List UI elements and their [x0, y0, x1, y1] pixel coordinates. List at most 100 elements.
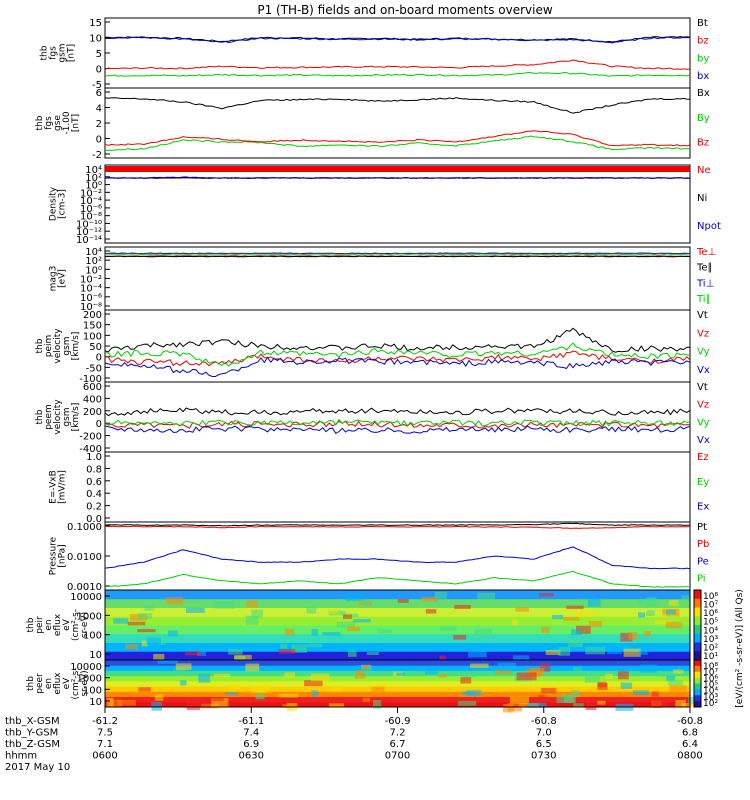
y-tick-label: 100 [83, 631, 102, 642]
y-tick-label: 600 [83, 382, 102, 393]
y-tick-label: 100 [83, 685, 102, 696]
legend-entry: Vt [697, 310, 708, 321]
y-axis-label: -1.00 [62, 111, 72, 135]
series-line-Vy [104, 418, 691, 427]
spectrum-patch [146, 637, 161, 645]
colorbar-tick-label: 10⁸ [703, 662, 718, 672]
time-axis: -61.27.57.10600-61.17.46.90630-60.97.26.… [5, 707, 703, 773]
spectrum-patch [361, 664, 371, 669]
spectrum-patch [672, 669, 684, 674]
spectrum-patch [513, 655, 530, 660]
spectrum-patch [688, 696, 697, 704]
legend-entry: Pe [697, 556, 709, 567]
spectrum-patch [556, 696, 576, 703]
spectrum-patch [669, 685, 687, 694]
y-tick-label: 10² [85, 256, 102, 267]
x-tick-label: 0600 [92, 751, 117, 762]
colorbar-tick-label: 10⁵ [703, 618, 718, 628]
spectrum-patch [184, 651, 202, 656]
panel-frame [104, 17, 691, 89]
legend-entry: Pt [697, 522, 707, 533]
y-tick-label: 10⁻⁸ [80, 212, 102, 223]
y-tick-label: 10² [85, 173, 102, 184]
legend-entry: Ti∥ [696, 294, 711, 305]
spectrum-patch [607, 650, 623, 655]
colorbar-tick-label: 10¹ [703, 652, 718, 662]
colorbar-tick-label: 10⁸ [703, 592, 718, 602]
spectrum-band [105, 675, 690, 682]
spectrum-patch [125, 644, 139, 650]
time-axis-row-label: thb_Y-GSM [5, 728, 58, 739]
spectrum-band [105, 598, 690, 608]
legend-entry: Npot [697, 221, 721, 232]
spectrum-patch [137, 629, 156, 633]
spectrum-patch [585, 701, 597, 710]
spectrum-patch [311, 629, 319, 636]
y-tick-label: 0.4 [86, 489, 102, 500]
colorbar-segment [694, 671, 701, 679]
colorbar-tick-label: 10⁴ [703, 687, 718, 697]
spectrum-patch [197, 649, 207, 656]
spectrum-patch [377, 629, 393, 634]
spectrum-patch [468, 650, 487, 658]
spectrum-patch [563, 617, 580, 622]
spectrum-patch [167, 630, 178, 637]
x-tick-label: 6.8 [682, 728, 698, 739]
spectrum-patch [623, 648, 641, 657]
spectrum-patch [372, 700, 382, 709]
spectrum-patch [307, 643, 323, 648]
spectrum-patch [460, 677, 472, 684]
y-tick-label: 10⁻¹⁰ [76, 219, 102, 230]
y-axis-label: (cm²-s- [71, 667, 81, 699]
y-tick-label: 1000 [77, 674, 102, 685]
x-tick-label: 6.7 [390, 739, 406, 750]
spectrum-patch [211, 697, 224, 702]
spectrum-patch [605, 673, 613, 680]
spectrum-patch [511, 619, 518, 626]
colorbar-segment [694, 660, 701, 667]
y-tick-label: 0 [96, 65, 102, 76]
spectrum-patch [668, 599, 679, 607]
spectrum-patch [558, 647, 571, 656]
spectrum-patch [440, 626, 457, 631]
series-line-Vx [104, 356, 691, 377]
x-tick-label: 0800 [677, 751, 702, 762]
legend-entry: Vy [697, 347, 710, 358]
colorbar-segment [694, 625, 701, 635]
colorbar-segment [694, 651, 701, 661]
spectrum-patch [516, 672, 537, 681]
spectrum-patch [362, 600, 370, 606]
time-axis-row-label: 2017 May 10 [5, 762, 70, 773]
colorbar-tick-label: 10⁶ [703, 674, 718, 684]
spectrum-patch [681, 703, 701, 707]
series-line-Vt [104, 327, 691, 353]
colorbar-segment [694, 590, 701, 600]
spectrum-patch [540, 626, 550, 633]
colorbar-segment [694, 695, 701, 702]
time-axis-row-label: thb_Z-GSM [5, 739, 60, 750]
spectrum-patch [566, 605, 584, 610]
y-tick-label: 10⁻¹² [76, 227, 102, 238]
y-axis-label: E=-VxB [49, 470, 59, 504]
y-tick-label: 10000 [70, 592, 102, 603]
x-tick-label: -60.8 [677, 716, 703, 727]
spectrum-patch [141, 640, 148, 647]
spectrum-patch [173, 669, 187, 676]
x-tick-label: 6.9 [243, 739, 259, 750]
panel-frame [104, 521, 691, 591]
legend-entry: Ex [697, 502, 709, 513]
spectrum-patch [347, 626, 360, 632]
spectrum-patch [570, 690, 580, 695]
spectrum-patch [571, 629, 583, 636]
spectrum-patch [620, 682, 633, 689]
x-tick-label: 0630 [239, 751, 264, 762]
y-tick-label: 0 [96, 135, 102, 146]
legend-entry: Vy [697, 417, 710, 428]
spectrum-band [105, 651, 690, 661]
spectrum-patch [336, 621, 355, 628]
spectrum-patch [668, 680, 683, 686]
legend-entry: Pb [697, 539, 709, 550]
legend-entry: bx [697, 71, 709, 82]
